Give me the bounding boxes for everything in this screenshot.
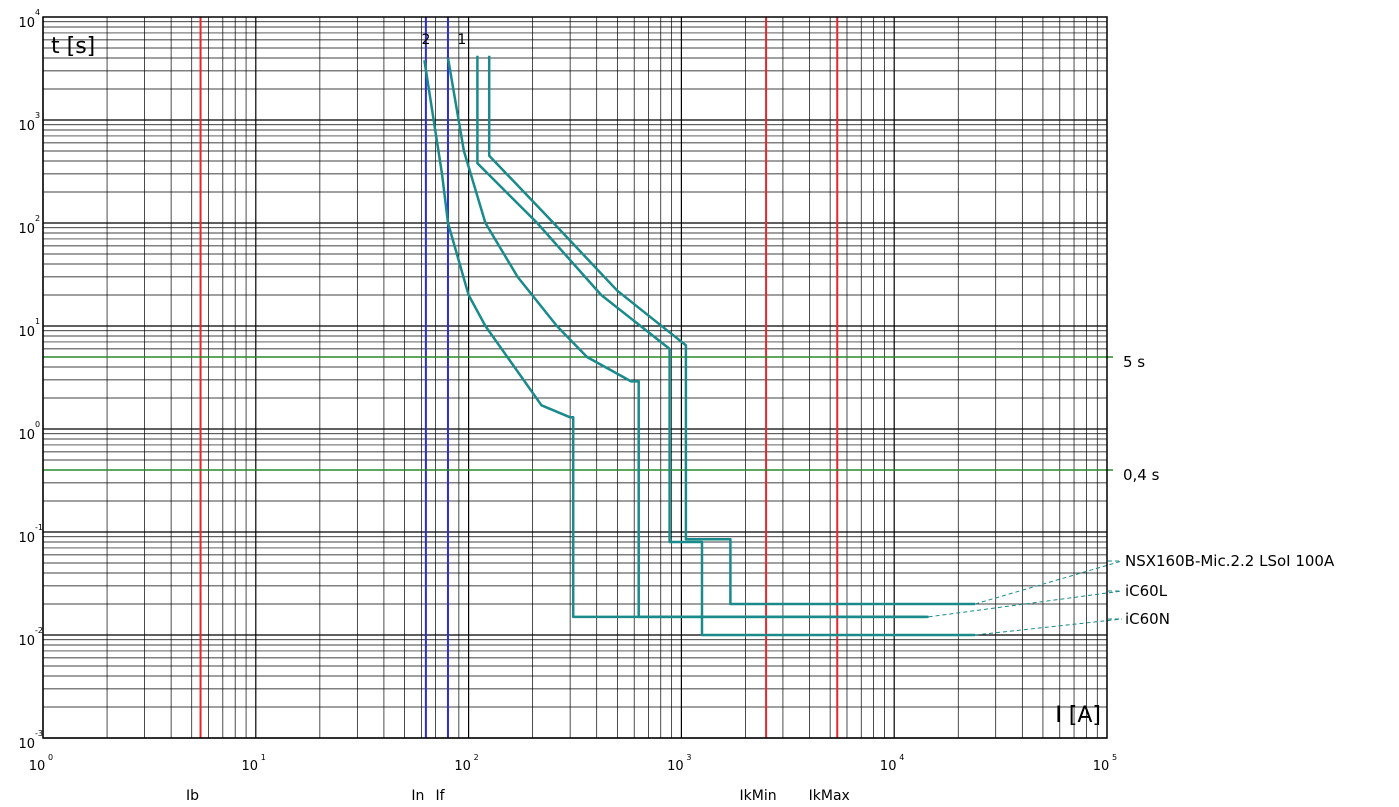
x-tick-exp: 5: [1112, 753, 1117, 762]
legend-label: iC60L: [1125, 582, 1168, 600]
trip-curve-band: [487, 55, 976, 606]
current-marker-label: IkMin: [740, 788, 777, 804]
x-tick-base: 10: [667, 759, 684, 774]
legend-leader: [928, 590, 1123, 618]
curve-number: 2: [421, 32, 430, 48]
legend-leader: [974, 560, 1123, 605]
x-tick-base: 10: [242, 759, 259, 774]
y-tick-label: 101: [18, 317, 40, 340]
x-tick-exp: 3: [686, 753, 691, 762]
y-tick-exp: -3: [35, 729, 43, 738]
x-tick-base: 10: [29, 759, 46, 774]
current-marker-label: Ib: [186, 788, 199, 804]
y-tick-label: 102: [18, 214, 40, 237]
y-tick-exp: 4: [35, 8, 40, 17]
legend-label: iC60N: [1125, 610, 1170, 628]
y-tick-label: 10-3: [18, 729, 43, 752]
current-marker-label: In: [411, 788, 424, 804]
y-tick-base: 10: [18, 634, 35, 649]
x-tick-exp: 2: [474, 753, 479, 762]
x-tick-base: 10: [880, 759, 897, 774]
x-tick-base: 10: [454, 759, 471, 774]
y-tick-base: 10: [18, 737, 35, 752]
trip-curve-ic60n: [423, 60, 926, 619]
legend-leader: [975, 618, 1123, 636]
x-tick-label: 104: [880, 753, 904, 774]
trip-curve-nsx160b-mic.2.2: [476, 55, 976, 637]
legend-label: NSX160B-Mic.2.2 LSoI 100A: [1125, 552, 1335, 570]
y-tick-label: 10-2: [18, 626, 43, 649]
x-tick-label: 101: [242, 753, 266, 774]
x-tick-exp: 0: [48, 753, 53, 762]
x-tick-base: 10: [1093, 759, 1110, 774]
y-tick-label: 10-1: [18, 523, 43, 546]
y-tick-exp: 0: [35, 420, 40, 429]
y-tick-exp: 3: [35, 111, 40, 120]
x-tick-label: 100: [29, 753, 53, 774]
current-marker-label: If: [435, 788, 445, 804]
y-tick-base: 10: [18, 325, 35, 340]
y-tick-base: 10: [18, 531, 35, 546]
time-marker-label: 0,4 s: [1123, 466, 1160, 484]
y-tick-base: 10: [18, 222, 35, 237]
time-marker-label: 5 s: [1123, 353, 1145, 371]
y-tick-exp: -2: [35, 626, 43, 635]
x-axis-label: I [A]: [1055, 703, 1101, 728]
markers: Ib In If IkMin IkMax 5 s 0,4 s: [43, 17, 1160, 804]
y-tick-exp: 1: [35, 317, 40, 326]
y-axis-label: t [s]: [51, 34, 95, 59]
trip-curve-ic60l: [446, 57, 929, 619]
y-tick-exp: -1: [35, 523, 43, 532]
grid: [42, 17, 1107, 739]
y-tick-base: 10: [18, 119, 35, 134]
x-tick-label: 103: [667, 753, 691, 774]
x-tick-exp: 4: [899, 753, 904, 762]
plot-frame: [42, 16, 1108, 739]
tick-labels: 10010110210310410510-310-210-11001011021…: [18, 8, 1117, 774]
x-tick-label: 105: [1093, 753, 1117, 774]
curve-number: 1: [457, 32, 466, 48]
current-marker-label: IkMax: [809, 788, 850, 804]
y-tick-exp: 2: [35, 214, 40, 223]
x-tick-label: 102: [454, 753, 478, 774]
y-tick-base: 10: [18, 16, 35, 31]
legend: NSX160B-Mic.2.2 LSoI 100A iC60L iC60N: [928, 552, 1335, 636]
y-tick-base: 10: [18, 428, 35, 443]
y-tick-label: 103: [18, 111, 40, 134]
x-tick-exp: 1: [261, 753, 266, 762]
y-tick-label: 104: [18, 8, 40, 31]
y-tick-label: 100: [18, 420, 40, 443]
